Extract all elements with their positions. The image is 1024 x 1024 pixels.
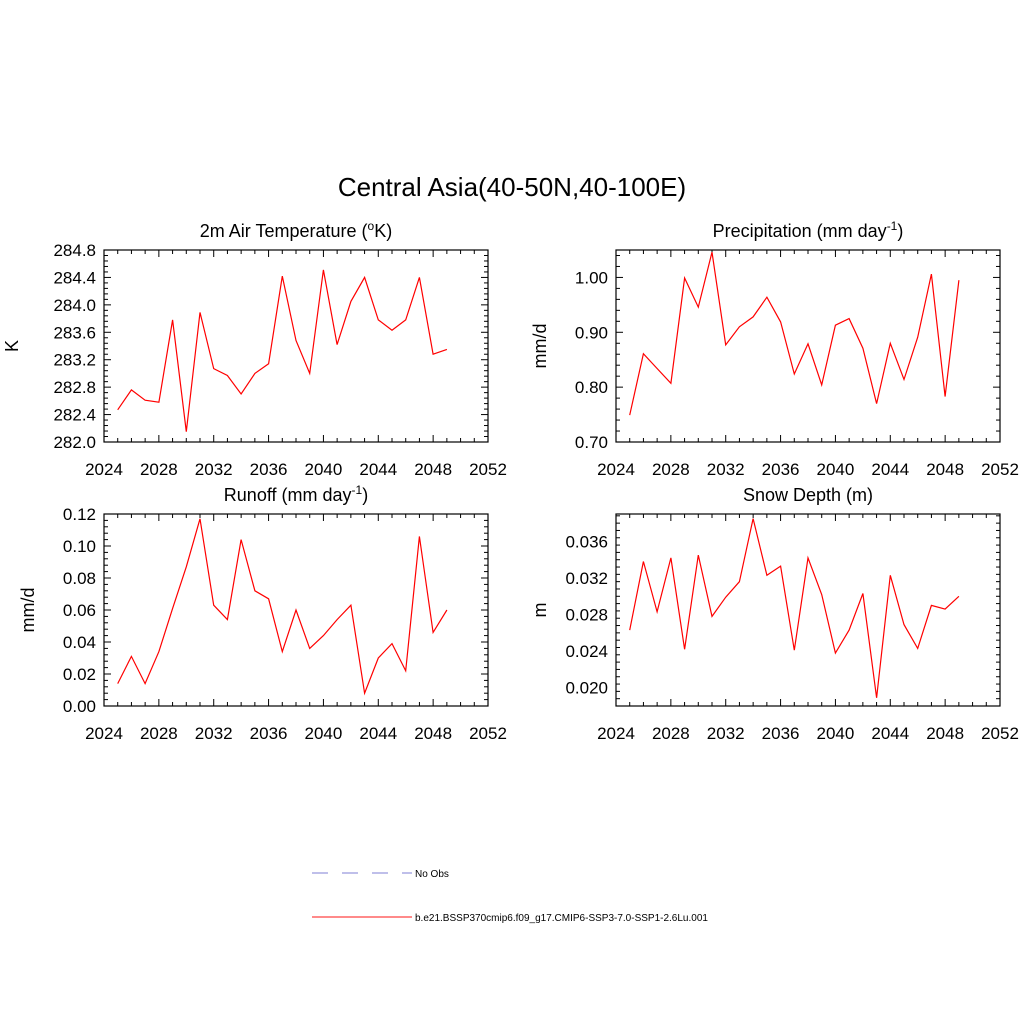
x-tick-label: 2052 xyxy=(981,724,1019,743)
panel-4: 2024 2028 2032 2036 2040 2044 2048 2052 0.020 0.0… xyxy=(530,485,1019,743)
x-tick-label: 2044 xyxy=(359,460,397,479)
plot-frame xyxy=(103,249,489,443)
x-tick-label: 2024 xyxy=(85,460,123,479)
x-tick-label: 2048 xyxy=(414,460,452,479)
panel-2: 2024 2028 2032 2036 2040 2044 2048 2052 0.70 0.80… xyxy=(530,219,1019,479)
y-tick-label: 0.12 xyxy=(63,505,96,524)
x-tick-label: 2040 xyxy=(305,460,343,479)
x-tick-label: 2036 xyxy=(762,460,800,479)
x-tick-label: 2036 xyxy=(762,724,800,743)
legend-label-2: b.e21.BSSP370cmip6.f09_g17.CMIP6-SSP3-7.… xyxy=(415,913,708,924)
x-tick-label: 2032 xyxy=(707,460,745,479)
y-tick-label: 0.00 xyxy=(63,697,96,716)
panel-1: 2024 2028 2032 2036 2040 2044 2048 2052 282.0 282… xyxy=(2,219,507,479)
x-tick-label: 2044 xyxy=(871,724,909,743)
y-tick-label: 0.90 xyxy=(575,323,608,342)
panel-title-main: Precipitation (mm day xyxy=(713,221,887,241)
series-line-1 xyxy=(629,518,960,698)
x-tick-label: 2028 xyxy=(140,460,178,479)
panel-title: Snow Depth (m) xyxy=(743,485,873,505)
y-tick-label: 0.70 xyxy=(575,433,608,452)
y-tick-label: 282.4 xyxy=(53,406,96,425)
x-tick-label: 2028 xyxy=(652,724,690,743)
panel-title-main: 2m Air Temperature ( xyxy=(200,221,368,241)
panel-title: 2m Air Temperature (oK) xyxy=(200,219,392,241)
plot-frame xyxy=(615,513,1001,707)
figure-title: Central Asia(40-50N,40-100E) xyxy=(338,172,686,202)
x-tick-label: 2024 xyxy=(597,724,635,743)
x-tick-label: 2048 xyxy=(926,460,964,479)
panel-title-main: Runoff (mm day xyxy=(224,485,352,505)
x-tick-label: 2052 xyxy=(469,460,507,479)
y-tick-label: 0.10 xyxy=(63,537,96,556)
legend-label-1: No Obs xyxy=(415,869,449,880)
x-tick-label: 2032 xyxy=(707,724,745,743)
x-tick-label: 2048 xyxy=(414,724,452,743)
y-tick-label: 282.0 xyxy=(53,433,96,452)
y-tick-label: 0.08 xyxy=(63,569,96,588)
panel-title-tail: ) xyxy=(897,221,903,241)
y-tick-label: 283.6 xyxy=(53,323,96,342)
panel-title: Runoff (mm day-1) xyxy=(224,483,368,505)
panel-title-superscript: -1 xyxy=(352,483,363,497)
legend: No Obs b.e21.BSSP370cmip6.f09_g17.CMIP6-S… xyxy=(312,869,708,924)
x-tick-label: 2044 xyxy=(359,724,397,743)
y-tick-label: 0.04 xyxy=(63,633,96,652)
x-tick-label: 2024 xyxy=(85,724,123,743)
x-tick-label: 2040 xyxy=(817,460,855,479)
x-tick-label: 2052 xyxy=(981,460,1019,479)
panel-3: 2024 2028 2032 2036 2040 2044 2048 2052 0.00 0.02… xyxy=(18,483,507,743)
series-line-1 xyxy=(117,518,448,696)
x-tick-label: 2040 xyxy=(305,724,343,743)
plot-frame xyxy=(615,249,1001,443)
x-tick-label: 2032 xyxy=(195,460,233,479)
x-tick-label: 2036 xyxy=(250,724,288,743)
y-tick-label: 0.020 xyxy=(565,679,608,698)
panel-title-superscript: -1 xyxy=(887,219,898,233)
series-line-1 xyxy=(117,269,448,432)
series-line-1 xyxy=(629,252,960,416)
y-axis-label: K xyxy=(2,340,22,352)
x-tick-label: 2048 xyxy=(926,724,964,743)
y-tick-label: 284.8 xyxy=(53,241,96,260)
y-tick-label: 0.06 xyxy=(63,601,96,620)
panel-title-superscript: o xyxy=(368,219,375,233)
x-tick-label: 2028 xyxy=(140,724,178,743)
x-tick-label: 2036 xyxy=(250,460,288,479)
y-tick-label: 1.00 xyxy=(575,268,608,287)
x-tick-label: 2032 xyxy=(195,724,233,743)
x-tick-label: 2024 xyxy=(597,460,635,479)
y-tick-label: 282.8 xyxy=(53,378,96,397)
y-tick-label: 283.2 xyxy=(53,351,96,370)
panels: 2024 2028 2032 2036 2040 2044 2048 2052 282.0 282… xyxy=(2,219,1019,743)
x-tick-label: 2028 xyxy=(652,460,690,479)
y-tick-label: 0.036 xyxy=(565,532,608,551)
y-tick-label: 284.4 xyxy=(53,268,96,287)
y-tick-label: 0.80 xyxy=(575,378,608,397)
x-tick-label: 2052 xyxy=(469,724,507,743)
panel-title: Precipitation (mm day-1) xyxy=(713,219,904,241)
x-tick-label: 2040 xyxy=(817,724,855,743)
panel-title-tail: ) xyxy=(362,485,368,505)
y-tick-label: 0.02 xyxy=(63,665,96,684)
y-tick-label: 0.028 xyxy=(565,606,608,625)
x-tick-label: 2044 xyxy=(871,460,909,479)
y-tick-label: 284.0 xyxy=(53,296,96,315)
y-tick-label: 0.032 xyxy=(565,569,608,588)
y-axis-label: mm/d xyxy=(530,324,550,369)
y-tick-label: 0.024 xyxy=(565,642,608,661)
y-axis-label: mm/d xyxy=(18,588,38,633)
panel-title-main: Snow Depth (m) xyxy=(743,485,873,505)
panel-title-tail: K) xyxy=(374,221,392,241)
y-axis-label: m xyxy=(530,603,550,618)
